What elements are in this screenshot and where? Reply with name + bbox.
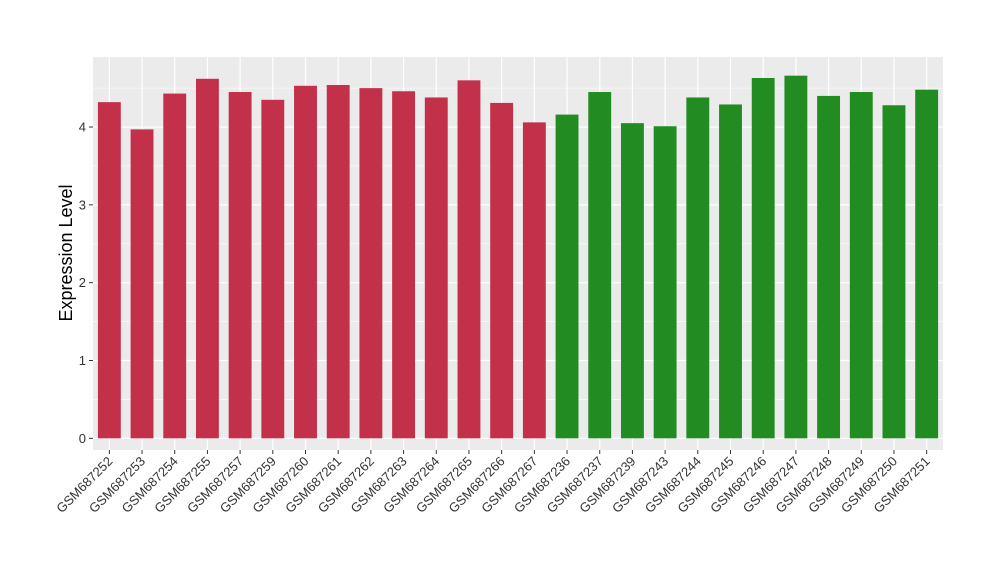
- bar-GSM687267: [522, 122, 546, 439]
- bar-GSM687236: [555, 114, 579, 439]
- y-tick-label: 3: [79, 197, 86, 212]
- bar-GSM687259: [261, 99, 285, 439]
- bar-GSM687264: [424, 97, 448, 439]
- y-tick-label: 1: [79, 353, 86, 368]
- bar-GSM687253: [130, 129, 154, 439]
- y-axis-title: Expression Level: [56, 184, 76, 321]
- bar-GSM687254: [163, 93, 187, 439]
- y-tick-label: 0: [79, 431, 86, 446]
- bar-GSM687262: [359, 88, 383, 439]
- x-axis: GSM687252GSM687253GSM687254GSM687255GSM6…: [53, 450, 933, 516]
- bar-GSM687248: [817, 95, 841, 439]
- bar-GSM687261: [326, 85, 350, 439]
- bar-GSM687239: [620, 123, 644, 439]
- plot-panel: [93, 57, 943, 450]
- bar-GSM687237: [588, 92, 612, 439]
- bar-GSM687265: [457, 80, 481, 439]
- bar-GSM687245: [719, 104, 742, 439]
- bars: [97, 75, 939, 439]
- bar-GSM687249: [849, 92, 873, 439]
- bar-GSM687260: [294, 85, 317, 439]
- bar-GSM687250: [882, 105, 906, 439]
- bar-GSM687244: [686, 97, 710, 439]
- bar-GSM687255: [195, 78, 219, 439]
- bar-GSM687246: [751, 78, 775, 439]
- bar-GSM687266: [490, 102, 514, 439]
- bar-GSM687243: [653, 126, 677, 439]
- bar-GSM687251: [915, 89, 939, 439]
- y-axis: 0 1 2 3 4: [79, 120, 93, 446]
- bar-GSM687263: [392, 91, 416, 439]
- y-tick-label: 2: [79, 275, 86, 290]
- y-tick-label: 4: [79, 120, 86, 135]
- bar-GSM687252: [97, 102, 121, 439]
- bar-GSM687247: [784, 75, 808, 439]
- bar-GSM687257: [228, 92, 252, 439]
